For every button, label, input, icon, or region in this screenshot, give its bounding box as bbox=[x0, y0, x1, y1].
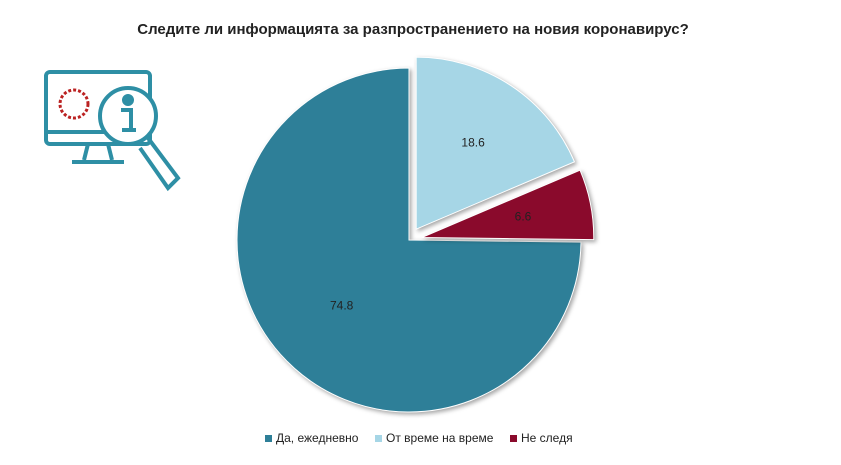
legend-label: От време на време bbox=[386, 431, 494, 445]
legend-swatch bbox=[265, 435, 272, 442]
chart-title: Следите ли информацията за разпространен… bbox=[137, 21, 688, 38]
pie: 74.8 18.6 6.6 bbox=[236, 56, 595, 413]
legend-label: Не следя bbox=[521, 431, 573, 445]
data-label: 6.6 bbox=[515, 210, 532, 224]
legend-swatch bbox=[510, 435, 517, 442]
pie-slice bbox=[415, 56, 576, 230]
pie-slice bbox=[421, 169, 595, 241]
info-icon bbox=[44, 70, 181, 192]
legend-label: Да, ежедневно bbox=[276, 431, 359, 445]
data-label: 74.8 bbox=[330, 299, 354, 313]
pie-slice bbox=[236, 67, 582, 413]
legend-swatch bbox=[375, 435, 382, 442]
legend: Да, ежедневно От време на време Не следя bbox=[265, 431, 573, 445]
data-label: 18.6 bbox=[461, 135, 485, 149]
